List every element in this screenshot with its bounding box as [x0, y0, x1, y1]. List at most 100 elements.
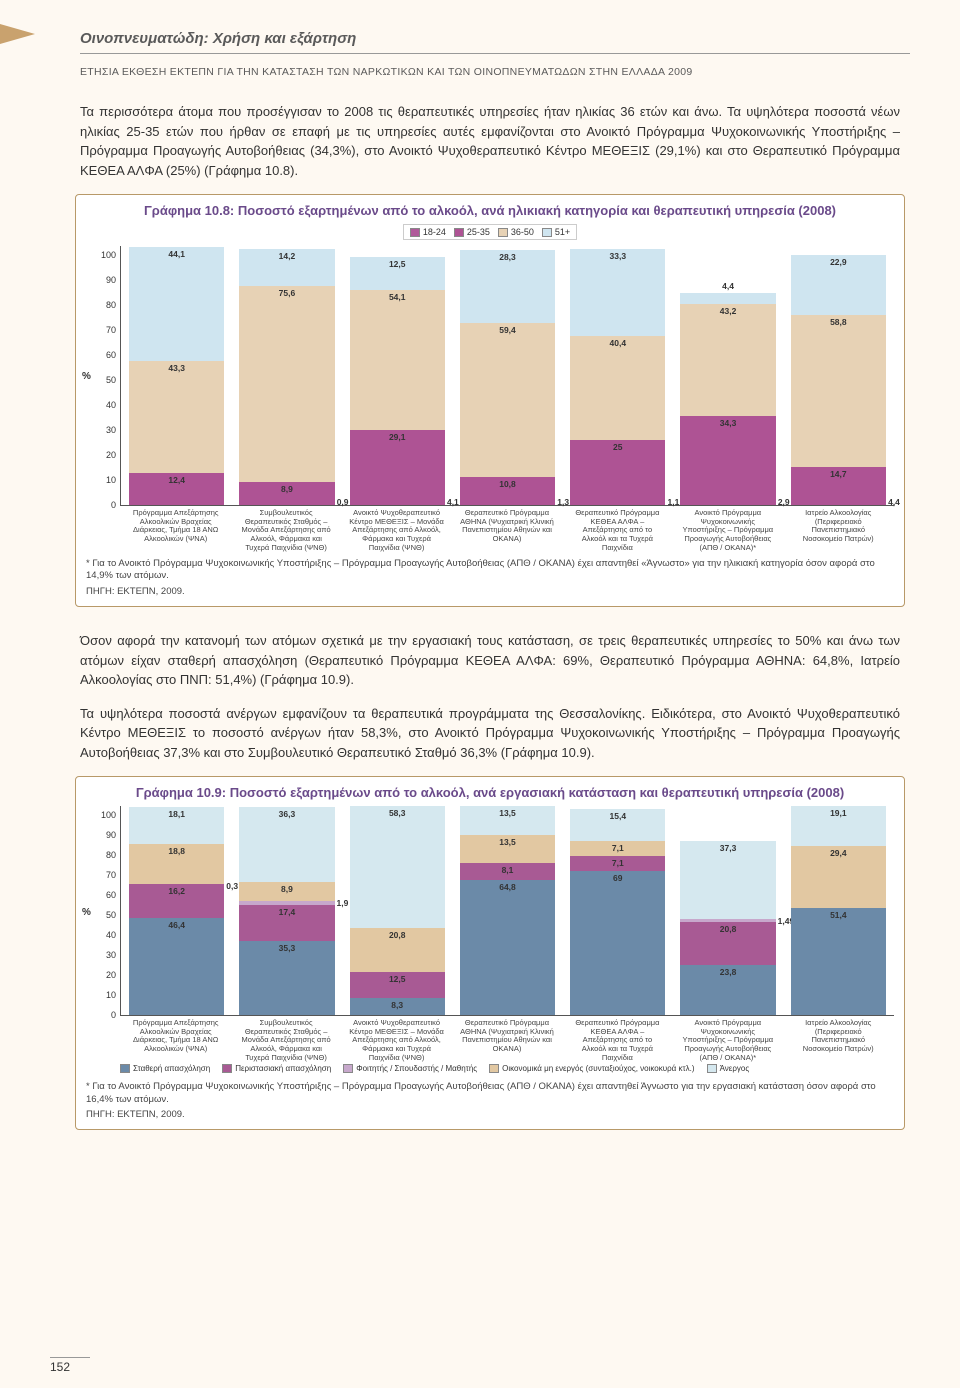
chart-10-9-footnote: * Για το Ανοικτό Πρόγραμμα Ψυχοκοινωνική… [86, 1081, 894, 1121]
bar-segment: 75,6 [239, 286, 334, 482]
bar-segment: 22,9 [791, 255, 886, 314]
legend-item: Φοιτητής / Σπουδαστής / Μαθητής [343, 1064, 477, 1073]
bar-column: 58,320,812,58,3 [350, 806, 445, 1015]
chart-10-9: Γράφημα 10.9: Ποσοστό εξαρτημένων από το… [75, 776, 905, 1130]
bar-segment: 59,4 [460, 323, 555, 477]
bar-extra-label: 1,1 [668, 497, 680, 507]
bar-extra-label: 0,9 [337, 497, 349, 507]
bar-column: 13,513,58,164,8 [460, 806, 555, 1015]
y-axis-109: 1009080706050403020100 [86, 806, 120, 1016]
bar-segment: 8,9 [239, 882, 334, 901]
bar-column: 33,340,4251,1 [570, 246, 665, 505]
bar-segment: 12,4 [129, 473, 224, 505]
category-label: Θεραπευτικό Πρόγραμμα ΚΕΘΕΑ ΑΛΦΑ – Απεξά… [570, 509, 665, 552]
bar-segment: 12,5 [350, 972, 445, 998]
bar-segment: 19,1 [791, 806, 886, 846]
bar-segment: 37,3 [680, 841, 775, 919]
footnote-text-109: * Για το Ανοικτό Πρόγραμμα Ψυχοκοινωνική… [86, 1081, 894, 1106]
bar-segment: 25 [570, 440, 665, 505]
chart-10-8-categories: Πρόγραμμα Απεξάρτησης Αλκοολικών Βραχεία… [86, 509, 894, 552]
header-arrow-icon [0, 24, 35, 44]
bar-extra-label: 4,4 [888, 497, 900, 507]
bar-segment: 43,3 [129, 361, 224, 473]
paragraph-1: Τα περισσότερα άτομα που προσέγγισαν το … [80, 102, 900, 180]
bar-segment: 43,2 [680, 304, 775, 416]
bar-column: 22,958,814,74,4 [791, 246, 886, 505]
category-label: Ιατρείο Αλκοολογίας (Περιφερειακό Πανεπι… [791, 509, 886, 552]
legend-item: Άνεργος [707, 1064, 750, 1073]
bar-segment: 8,9 [239, 482, 334, 505]
legend-item: 51+ [542, 227, 570, 237]
bar-segment: 14,7 [791, 467, 886, 505]
chart-10-8: Γράφημα 10.8: Ποσοστό εξαρτημένων από το… [75, 194, 905, 607]
footnote-source-109: ΠΗΓΗ: ΕΚΤΕΠΝ, 2009. [86, 1109, 894, 1121]
bar-segment: 36,3 [239, 807, 334, 883]
bar-segment: 44,1 [129, 247, 224, 361]
chart-10-8-footnote: * Για το Ανοικτό Πρόγραμμα Ψυχοκοινωνική… [86, 558, 894, 598]
footnote-source: ΠΗΓΗ: ΕΚΤΕΠΝ, 2009. [86, 586, 894, 598]
bar-column: 28,359,410,81,3 [460, 246, 555, 505]
category-label: Ιατρείο Αλκοολογίας (Περιφερειακό Πανεπι… [791, 1019, 886, 1062]
category-label: Πρόγραμμα Απεξάρτησης Αλκοολικών Βραχεία… [128, 1019, 223, 1062]
category-label: Θεραπευτικό Πρόγραμμα ΚΕΘΕΑ ΑΛΦΑ – Απεξά… [570, 1019, 665, 1062]
bar-segment: 4,4 [680, 293, 775, 304]
bar-segment: 14,2 [239, 249, 334, 286]
bar-segment: 7,1 [570, 841, 665, 856]
bar-segment: 15,4 [570, 809, 665, 841]
bar-column: 44,143,312,4 [129, 246, 224, 505]
bar-segment: 40,4 [570, 336, 665, 441]
legend-item: 25-35 [454, 227, 490, 237]
chart-10-9-legend: Σταθερή απασχόλησηΠεριστασιακή απασχόλησ… [86, 1062, 894, 1075]
bar-segment: 20,8 [350, 928, 445, 971]
bar-column: 4,443,234,32,9 [680, 246, 775, 505]
bar-segment: 8,1 [460, 863, 555, 880]
category-label: Ανοικτό Ψυχοθεραπευτικό Κέντρο ΜΕΘΕΞΙΣ –… [349, 509, 444, 552]
paragraph-3: Τα υψηλότερα ποσοστά ανέργων εμφανίζουν … [80, 704, 900, 763]
bar-column: 15,47,17,169 [570, 806, 665, 1015]
chart-10-9-title: Γράφημα 10.9: Ποσοστό εξαρτημένων από το… [86, 785, 894, 800]
chart-10-8-plot: 44,143,312,414,275,68,90,912,554,129,14,… [120, 246, 894, 506]
legend-item: 18-24 [410, 227, 446, 237]
category-label: Θεραπευτικό Πρόγραμμα ΑΘΗΝΑ (Ψυχιατρική … [459, 1019, 554, 1062]
bar-extra-label: 2,9 [778, 497, 790, 507]
y-axis-label: % [82, 371, 91, 382]
bar-segment: 8,3 [350, 998, 445, 1015]
bar-segment: 64,8 [460, 880, 555, 1015]
bar-segment: 29,4 [791, 846, 886, 907]
bar-segment: 13,5 [460, 835, 555, 863]
bar-segment: 12,5 [350, 257, 445, 289]
bar-segment: 29,1 [350, 430, 445, 505]
category-label: Ανοικτό Πρόγραμμα Ψυχοκοινωνικής Υποστήρ… [680, 509, 775, 552]
bar-segment: 58,8 [791, 315, 886, 467]
chart-10-8-title: Γράφημα 10.8: Ποσοστό εξαρτημένων από το… [86, 203, 894, 218]
bar-column: 19,129,451,4 [791, 806, 886, 1015]
category-label: Συμβουλευτικός Θεραπευτικός Σταθμός – Μο… [239, 509, 334, 552]
bar-extra-label: 1,3 [557, 497, 569, 507]
bar-column: 18,118,80,316,246,4 [129, 806, 224, 1015]
chart-10-8-legend: 18-2425-3536-5051+ [403, 224, 577, 240]
paragraph-2: Όσον αφορά την κατανομή των ατόμων σχετι… [80, 631, 900, 690]
bar-column: 37,31,4920,823,8 [680, 806, 775, 1015]
category-label: Ανοικτό Ψυχοθεραπευτικό Κέντρο ΜΕΘΕΞΙΣ –… [349, 1019, 444, 1062]
chart-10-9-categories: Πρόγραμμα Απεξάρτησης Αλκοολικών Βραχεία… [86, 1019, 894, 1062]
bar-segment: 33,3 [570, 249, 665, 335]
bar-column: 14,275,68,90,9 [239, 246, 334, 505]
bar-segment: 34,3 [680, 416, 775, 505]
bar-segment: 17,4 [239, 905, 334, 941]
category-label: Θεραπευτικό Πρόγραμμα ΑΘΗΝΑ (Ψυχιατρική … [459, 509, 554, 552]
category-label: Συμβουλευτικός Θεραπευτικός Σταθμός – Μο… [239, 1019, 334, 1062]
bar-segment: 10,8 [460, 477, 555, 505]
footnote-text: * Για το Ανοικτό Πρόγραμμα Ψυχοκοινωνική… [86, 558, 894, 583]
bar-column: 36,38,91,917,435,3 [239, 806, 334, 1015]
bar-extra-label: 4,1 [447, 497, 459, 507]
report-line: ΕΤΗΣΙΑ ΕΚΘΕΣΗ ΕΚΤΕΠΝ ΓΙΑ ΤΗΝ ΚΑΤΑΣΤΑΣΗ Τ… [80, 66, 910, 78]
page-number: 152 [50, 1357, 90, 1374]
category-label: Ανοικτό Πρόγραμμα Ψυχοκοινωνικής Υποστήρ… [680, 1019, 775, 1062]
bar-segment: 20,8 [680, 922, 775, 965]
bar-segment: 28,3 [460, 250, 555, 323]
bar-segment: 13,5 [460, 806, 555, 834]
bar-segment: 46,4 [129, 918, 224, 1015]
bar-segment: 58,3 [350, 806, 445, 928]
bar-segment: 23,8 [680, 965, 775, 1015]
legend-item: Οικονομικά μη ενεργός (συνταξιούχος, νοι… [489, 1064, 694, 1073]
